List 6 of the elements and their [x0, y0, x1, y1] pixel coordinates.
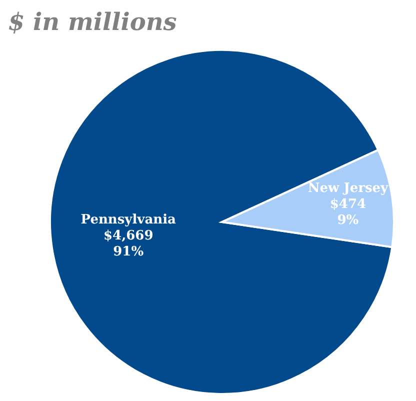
data-label: $474 9%: [330, 196, 366, 228]
slice-label: New Jersey: [308, 180, 389, 196]
data-label: $4,669 91%: [103, 228, 154, 260]
pie-slice: [49, 49, 394, 395]
slice-label: Pennsylvania: [80, 212, 177, 228]
chart-title: $ in millions: [8, 7, 178, 36]
